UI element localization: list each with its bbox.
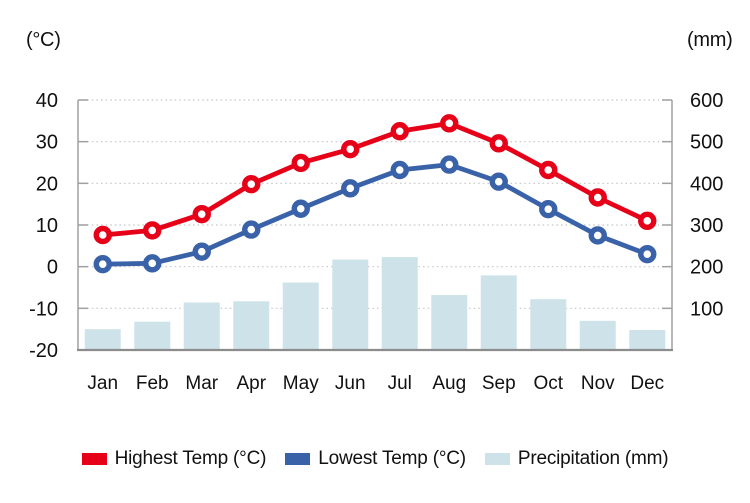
left-axis-tick-label: -20 (29, 340, 58, 362)
legend-label-lowest-temp: Lowest Temp (°C) (318, 448, 466, 469)
precipitation-bar (183, 302, 220, 350)
precipitation-bar (381, 257, 418, 350)
right-axis-tick-label: 600 (690, 90, 723, 112)
legend-item-highest-temp: Highest Temp (°C) (81, 448, 267, 470)
left-axis-tick-label: 40 (36, 90, 58, 112)
lowest-temp-marker (539, 199, 558, 219)
lowest-temp-marker (440, 155, 459, 174)
right-axis-tick-label: 500 (690, 132, 723, 154)
left-axis-tick-label: 30 (36, 132, 58, 154)
x-axis-label: Apr (236, 373, 266, 394)
highest-temp-marker (539, 160, 558, 180)
precipitation-bar (282, 282, 319, 350)
lowest-temp-marker (192, 242, 211, 261)
precipitation-bar (233, 301, 270, 350)
lowest-temp-marker (588, 226, 607, 245)
precipitation-bar (134, 321, 171, 350)
highest-temp-marker (638, 211, 657, 231)
legend-label-highest-temp: Highest Temp (°C) (114, 448, 267, 469)
legend-item-precipitation: Precipitation (mm) (484, 448, 669, 470)
x-axis-label: Feb (136, 373, 169, 394)
right-axis-tick-label: 400 (690, 173, 723, 195)
left-axis-tick-label: 0 (47, 257, 58, 279)
precipitation-bar (332, 259, 369, 350)
highest-temp-marker (489, 134, 508, 153)
highest-temp-marker (341, 139, 360, 159)
chart-legend: Highest Temp (°C) Lowest Temp (°C) Preci… (0, 448, 750, 470)
right-axis-tick-label: 300 (690, 215, 723, 237)
lowest-temp-swatch-icon (285, 453, 311, 465)
lowest-temp-marker (489, 172, 508, 191)
highest-temp-marker (93, 225, 112, 245)
x-axis-label: Dec (630, 373, 664, 394)
x-axis-label: Jun (335, 373, 366, 394)
lowest-temp-marker (390, 160, 409, 180)
highest-temp-marker (588, 188, 607, 207)
precipitation-bar (629, 330, 666, 350)
highest-temp-marker (390, 122, 409, 141)
x-axis-label: Oct (533, 373, 563, 394)
left-axis-tick-label: 20 (36, 173, 58, 195)
lowest-temp-marker (638, 244, 657, 264)
precipitation-bar (530, 299, 567, 350)
x-axis-label: May (283, 373, 319, 394)
lowest-temp-marker (291, 199, 310, 218)
left-axis-tick-label: 10 (36, 215, 58, 237)
highest-temp-marker (291, 153, 310, 173)
precipitation-bar (431, 295, 468, 350)
x-axis-label: Aug (432, 373, 466, 394)
legend-item-lowest-temp: Lowest Temp (°C) (285, 448, 466, 470)
left-axis-tick-label: -10 (29, 298, 58, 320)
highest-temp-marker (242, 174, 261, 194)
right-axis-tick-label: 100 (690, 298, 723, 320)
x-axis-label: Mar (185, 373, 218, 394)
highest-temp-marker (192, 204, 211, 224)
highest-temp-swatch-icon (81, 453, 107, 465)
legend-label-precipitation: Precipitation (mm) (517, 448, 669, 469)
precipitation-bar (84, 329, 121, 350)
right-axis-tick-label: 200 (690, 257, 723, 279)
precipitation-bar (480, 275, 517, 350)
x-axis-label: Jan (87, 373, 118, 394)
lowest-temp-marker (143, 254, 162, 273)
lowest-temp-marker (93, 254, 112, 274)
left-axis-unit-label: (°C) (26, 29, 61, 51)
precipitation-bar (579, 320, 616, 350)
x-axis-label: Jul (388, 373, 412, 394)
precipitation-swatch-icon (484, 453, 510, 465)
highest-temp-marker (143, 221, 162, 240)
x-axis-label: Nov (581, 373, 615, 394)
x-axis-label: Sep (482, 373, 516, 394)
lowest-temp-marker (242, 220, 261, 239)
right-axis-unit-label: (mm) (687, 29, 733, 51)
lowest-temp-marker (341, 179, 360, 198)
highest-temp-marker (440, 114, 459, 133)
